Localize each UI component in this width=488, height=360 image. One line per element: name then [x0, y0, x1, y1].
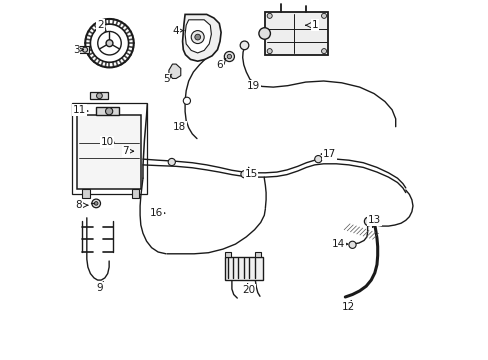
- Circle shape: [82, 47, 87, 52]
- Text: 3: 3: [73, 45, 79, 55]
- Circle shape: [240, 41, 248, 50]
- Circle shape: [168, 158, 175, 166]
- Bar: [72, 103, 147, 194]
- Text: 20: 20: [242, 285, 255, 295]
- Circle shape: [90, 24, 128, 62]
- Circle shape: [194, 34, 200, 40]
- Polygon shape: [168, 64, 181, 78]
- Text: 6: 6: [216, 60, 223, 70]
- Circle shape: [321, 13, 326, 18]
- Text: 12: 12: [342, 302, 355, 312]
- Circle shape: [227, 54, 231, 59]
- Circle shape: [106, 40, 113, 47]
- Text: 16: 16: [149, 208, 163, 218]
- Text: 10: 10: [100, 137, 113, 147]
- Polygon shape: [79, 46, 88, 53]
- Text: 8: 8: [76, 200, 82, 210]
- Circle shape: [364, 217, 372, 226]
- Text: 17: 17: [322, 149, 335, 159]
- Text: 5: 5: [163, 74, 169, 84]
- Circle shape: [241, 171, 247, 178]
- Polygon shape: [225, 252, 231, 257]
- Circle shape: [321, 49, 326, 54]
- Text: 14: 14: [331, 239, 345, 249]
- Text: 11: 11: [73, 105, 86, 115]
- Circle shape: [314, 156, 321, 163]
- Polygon shape: [182, 14, 221, 61]
- Polygon shape: [254, 252, 260, 257]
- Circle shape: [98, 31, 121, 55]
- Bar: [96, 107, 119, 115]
- Polygon shape: [132, 189, 139, 198]
- Circle shape: [94, 202, 98, 205]
- Circle shape: [258, 28, 270, 39]
- Circle shape: [266, 49, 272, 54]
- Text: 9: 9: [96, 283, 103, 293]
- Circle shape: [105, 108, 113, 115]
- Circle shape: [224, 51, 234, 62]
- Bar: [77, 115, 141, 189]
- Bar: [90, 92, 108, 99]
- Polygon shape: [185, 20, 211, 53]
- Text: 1: 1: [311, 20, 317, 30]
- Bar: [224, 257, 262, 280]
- Text: 13: 13: [367, 215, 381, 225]
- Polygon shape: [82, 189, 89, 198]
- Circle shape: [348, 241, 355, 248]
- Text: 4: 4: [172, 26, 179, 36]
- Circle shape: [191, 31, 204, 44]
- Bar: [265, 12, 328, 55]
- Text: 2: 2: [97, 20, 103, 30]
- Circle shape: [183, 97, 190, 104]
- Text: 7: 7: [122, 146, 129, 156]
- Circle shape: [96, 93, 102, 99]
- Text: 15: 15: [244, 168, 257, 179]
- Text: 18: 18: [173, 122, 186, 132]
- Text: 19: 19: [246, 81, 260, 91]
- Circle shape: [266, 13, 272, 18]
- Circle shape: [92, 199, 101, 208]
